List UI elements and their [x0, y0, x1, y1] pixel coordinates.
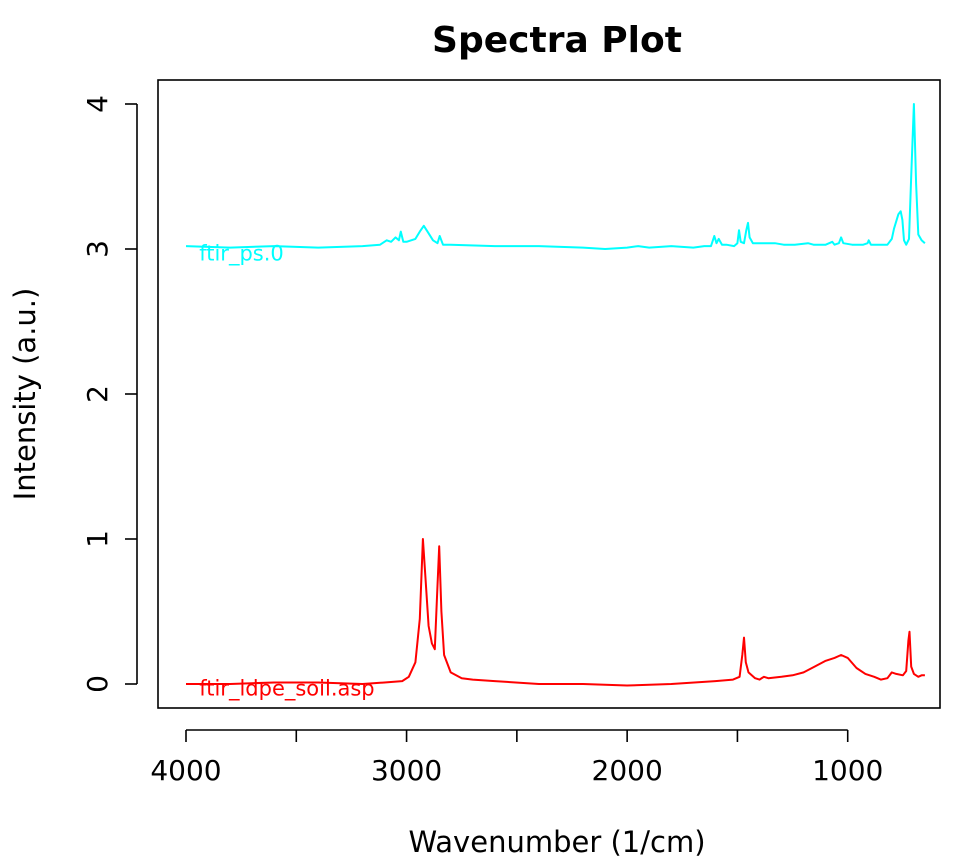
chart-title: Spectra Plot: [432, 20, 682, 61]
x-tick-label: 2000: [592, 754, 663, 787]
series-layer: ftir_ps.0 ftir_ldpe_soil.asp: [185, 103, 926, 702]
x-axis: 4000 3000 2000 1000: [150, 729, 883, 787]
plot-frame: [157, 79, 941, 709]
series-line-1: [186, 538, 925, 687]
y-tick-label: 1: [81, 530, 114, 548]
x-axis-label: Wavenumber (1/cm): [408, 825, 705, 859]
x-tick-label: 4000: [150, 754, 221, 787]
y-axis-label: Intensity (a.u.): [8, 288, 42, 501]
y-tick-label: 2: [81, 385, 114, 403]
series-line-0: [185, 103, 926, 250]
x-tick-label: 3000: [371, 754, 442, 787]
y-axis: 0 1 2 3 4: [81, 95, 138, 693]
y-tick-label: 4: [81, 95, 114, 113]
series-label-0: ftir_ps.0: [199, 242, 284, 267]
y-tick-label: 0: [81, 675, 114, 693]
x-tick-label: 1000: [812, 754, 883, 787]
y-tick-label: 3: [81, 240, 114, 258]
series-label-1: ftir_ldpe_soil.asp: [199, 677, 374, 702]
